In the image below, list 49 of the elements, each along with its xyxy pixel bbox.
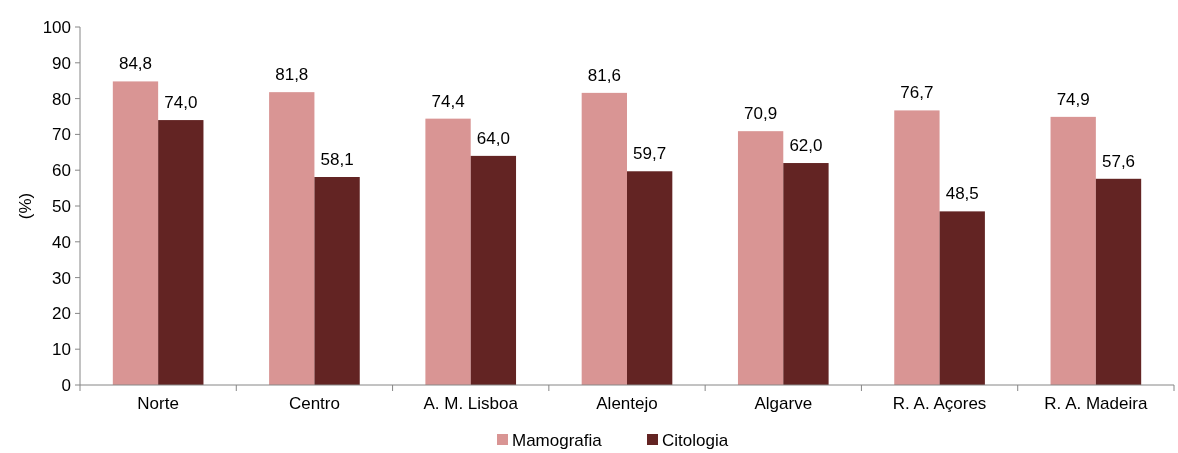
bar — [470, 155, 517, 385]
data-label: 74,4 — [431, 91, 465, 111]
data-label: 81,6 — [587, 65, 621, 85]
data-label: 81,8 — [275, 65, 309, 85]
y-tick-label: 20 — [52, 304, 71, 324]
y-tick-label: 0 — [61, 375, 71, 395]
bar — [158, 120, 204, 385]
legend-label: Citologia — [662, 430, 729, 450]
y-tick-label: 50 — [52, 196, 71, 216]
x-tick-label: Norte — [137, 394, 179, 413]
y-tick-label: 80 — [52, 89, 71, 109]
bar — [1095, 178, 1142, 385]
x-tick-label: Algarve — [754, 394, 813, 413]
bar — [894, 110, 940, 385]
bar — [425, 118, 471, 385]
y-tick-label: 70 — [52, 125, 71, 145]
data-label: 74,0 — [164, 93, 198, 113]
data-label: 76,7 — [900, 83, 934, 103]
data-label: 70,9 — [744, 104, 778, 124]
y-axis-title: (%) — [15, 192, 35, 220]
bar — [737, 131, 784, 385]
x-tick-label: R. A. Açores — [892, 394, 987, 413]
data-label: 74,9 — [1056, 89, 1090, 109]
bar — [939, 211, 985, 385]
legend-label: Mamografia — [512, 430, 603, 450]
y-tick-label: 100 — [42, 17, 71, 37]
data-label: 84,8 — [118, 54, 153, 74]
data-label: 62,0 — [789, 136, 823, 156]
y-tick-label: 90 — [52, 53, 71, 73]
bar — [627, 171, 673, 385]
data-label: 64,0 — [476, 128, 510, 148]
y-tick-label: 60 — [52, 161, 71, 181]
x-tick-label: Centro — [288, 394, 340, 413]
bar — [269, 92, 315, 385]
bar — [1050, 116, 1096, 385]
data-label: 48,5 — [945, 184, 979, 204]
bar — [783, 163, 829, 385]
y-tick-label: 30 — [52, 268, 71, 288]
y-tick-label: 40 — [52, 232, 71, 252]
bar — [581, 92, 627, 385]
data-label: 57,6 — [1101, 151, 1136, 171]
x-tick-label: R. A. Madeira — [1044, 394, 1148, 413]
x-tick-label: Alentejo — [596, 394, 658, 413]
bar — [112, 81, 159, 385]
bar — [314, 177, 360, 385]
x-tick-label: A. M. Lisboa — [423, 394, 519, 413]
data-label: 59,7 — [633, 144, 667, 164]
data-label: 58,1 — [320, 150, 354, 169]
y-tick-label: 10 — [52, 340, 71, 360]
